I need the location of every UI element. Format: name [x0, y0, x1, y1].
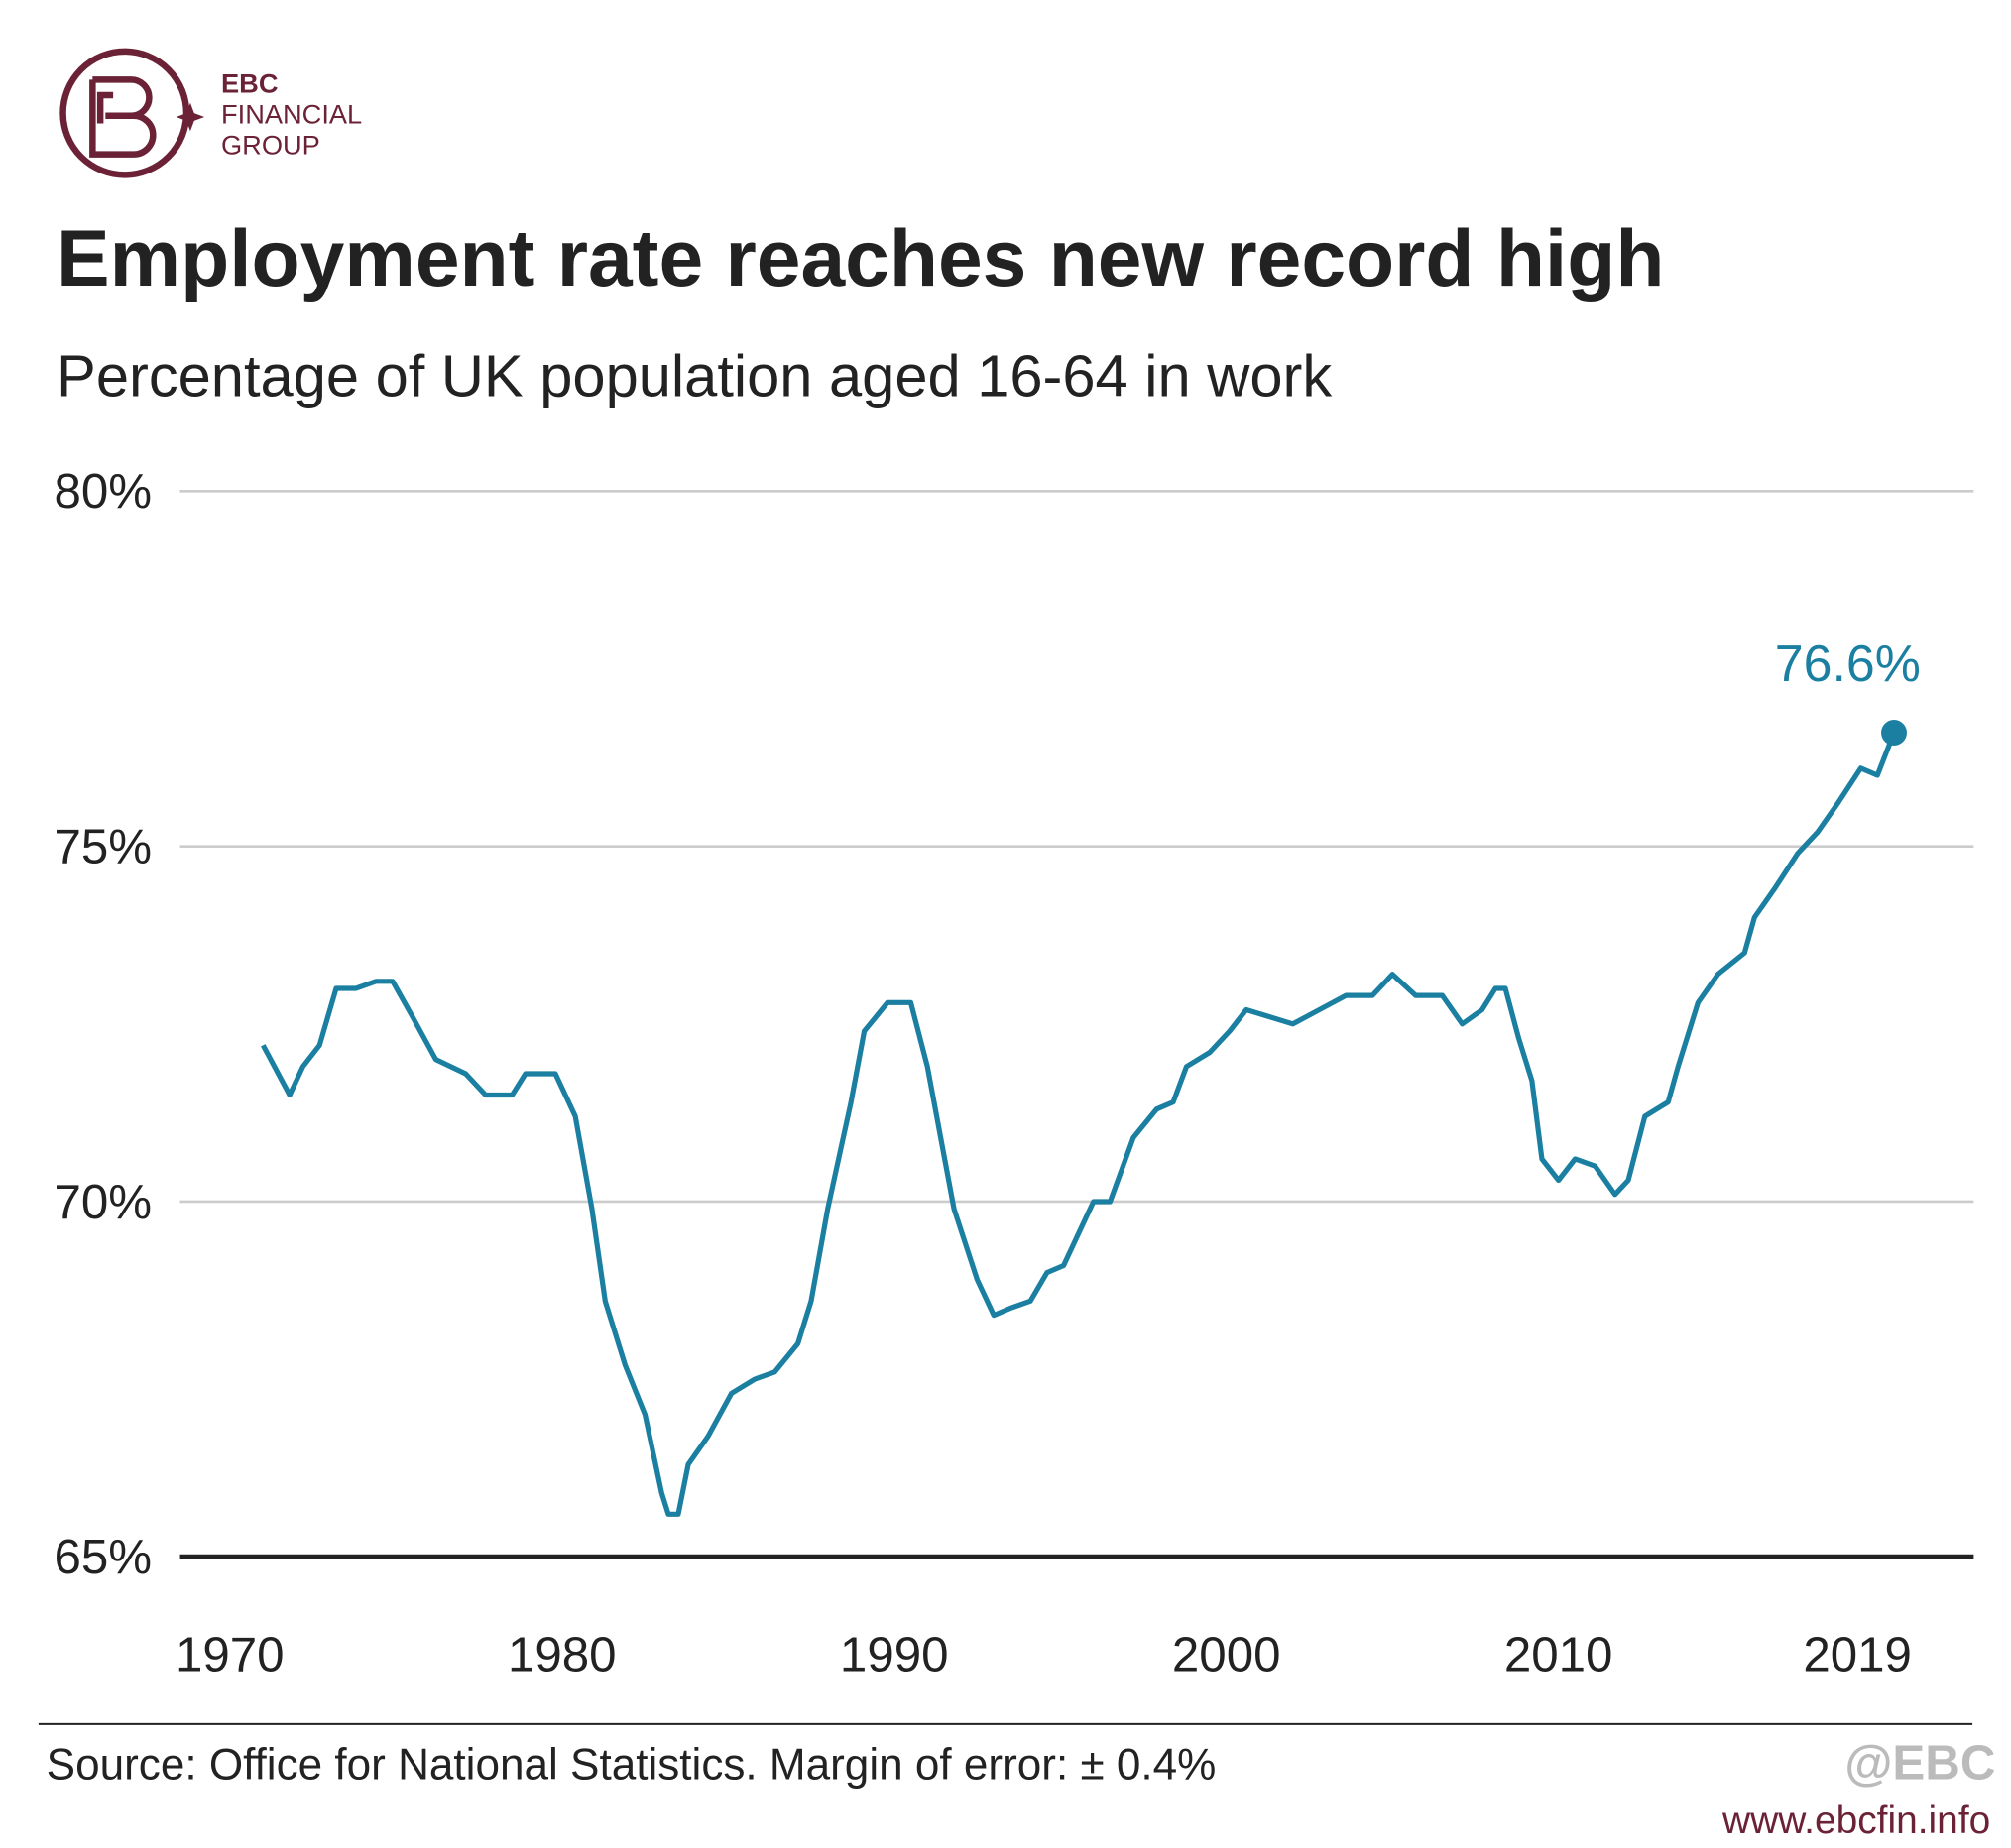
- x-tick-label: 1980: [508, 1628, 617, 1682]
- end-dot: [1881, 720, 1907, 746]
- source: Source: Office for National Statistics. …: [47, 1741, 1217, 1790]
- x-tick-label: 1990: [840, 1628, 949, 1682]
- end-label: 76.6%: [1775, 635, 1921, 692]
- y-tick-label: 75%: [54, 820, 152, 874]
- x-tick-label: 2010: [1504, 1628, 1613, 1682]
- logo-mark: [89, 76, 157, 158]
- brand-line: FINANCIAL: [221, 98, 362, 129]
- x-tick-label: 1970: [176, 1628, 285, 1682]
- y-tick-label: 65%: [54, 1530, 152, 1584]
- handle: @EBC: [1844, 1736, 1995, 1790]
- brand-name: EBC: [221, 67, 278, 98]
- line: [260, 732, 1897, 1517]
- y-tick-label: 70%: [54, 1175, 152, 1229]
- x-tick-label: 2000: [1172, 1628, 1281, 1682]
- chart-title: Employment rate reaches new record high: [57, 214, 1664, 303]
- logo-star: [176, 102, 205, 132]
- url: www.ebcfin.info: [1721, 1799, 1990, 1842]
- brand-line: GROUP: [221, 130, 320, 161]
- y-tick-label: 80%: [54, 464, 152, 519]
- x-tick-label: 2019: [1803, 1628, 1912, 1682]
- logo: EBC FINANCIAL GROUP: [59, 48, 362, 178]
- chart-subtitle: Percentage of UK population aged 16-64 i…: [57, 342, 1332, 408]
